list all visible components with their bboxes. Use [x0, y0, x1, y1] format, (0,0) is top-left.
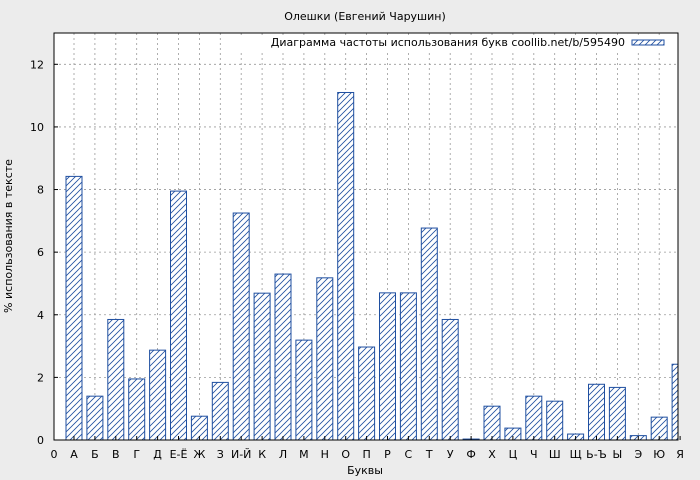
x-tick-label: Ч: [530, 448, 538, 461]
x-tick-label: Ц: [509, 448, 518, 461]
x-tick-label-origin: 0: [51, 448, 58, 461]
x-tick-label: Г: [133, 448, 140, 461]
x-tick-label: Ы: [613, 448, 623, 461]
x-tick-label: Н: [321, 448, 329, 461]
x-tick-label: С: [405, 448, 413, 461]
bar: [274, 273, 292, 441]
bar: [337, 91, 355, 441]
x-axis-title: Буквы: [347, 464, 383, 477]
bar: [420, 227, 438, 441]
x-tick-label: Э: [634, 448, 642, 461]
bar: [546, 400, 564, 441]
x-tick-label: Д: [153, 448, 162, 461]
x-axis: 0 А Б В Г Д Е-Ё Ж З И-Й К Л М Н О П Р С Т У Ф Х Ц Ч Ш Щ Ь-Ъ Ы Э Ю Я: [51, 436, 684, 461]
bar: [483, 405, 501, 441]
x-tick-label: З: [217, 448, 224, 461]
bar: [86, 395, 104, 441]
legend-box: [240, 35, 670, 51]
x-tick-label: И-Й: [231, 448, 251, 461]
bar: [170, 190, 187, 441]
x-tick-label: Р: [384, 448, 391, 461]
bar: [358, 346, 376, 441]
plot-border: [53, 32, 679, 441]
y-tick-label: 10: [30, 121, 44, 134]
bars: [65, 91, 679, 441]
legend-label: Диаграмма частоты использования букв coo…: [271, 36, 625, 49]
bar: [441, 318, 459, 441]
bar: [671, 363, 679, 441]
x-tick-label: Я: [676, 448, 684, 461]
y-tick-label: 4: [37, 309, 44, 322]
x-tick-label: П: [362, 448, 370, 461]
x-tick-label: Щ: [570, 448, 582, 461]
y-tick-label: 8: [37, 184, 44, 197]
y-axis: 0 2 4 6 8 10 12: [30, 58, 58, 447]
bar: [379, 292, 396, 441]
x-tick-label: Ф: [466, 448, 475, 461]
bar: [211, 381, 229, 441]
bar: [316, 277, 334, 441]
bar: [253, 292, 271, 441]
x-tick-label: В: [112, 448, 120, 461]
x-tick-label: Х: [488, 448, 496, 461]
x-tick-label: Т: [425, 448, 433, 461]
bar: [399, 292, 417, 441]
bar: [149, 349, 167, 441]
y-tick-label: 12: [30, 58, 44, 71]
x-tick-label: Е-Ё: [170, 448, 188, 461]
x-tick-label: Ж: [193, 448, 205, 461]
bar: [295, 339, 313, 441]
bar: [128, 378, 146, 441]
x-tick-label: Ю: [653, 448, 665, 461]
x-tick-label: А: [70, 448, 78, 461]
x-tick-label: О: [341, 448, 350, 461]
bar: [107, 318, 125, 441]
bar: [232, 212, 250, 441]
x-tick-label: К: [258, 448, 266, 461]
bar: [608, 386, 626, 441]
x-tick-label: Б: [91, 448, 99, 461]
y-tick-label: 6: [37, 246, 44, 259]
x-tick-label: У: [447, 448, 454, 461]
y-tick-label: 0: [37, 434, 44, 447]
legend: Диаграмма частоты использования букв coo…: [240, 35, 670, 51]
bar: [525, 395, 543, 441]
x-tick-label: Ь-Ъ: [586, 448, 607, 461]
y-tick-label: 2: [37, 371, 44, 384]
legend-swatch: [631, 39, 665, 46]
chart-title: Олешки (Евгений Чарушин): [284, 10, 446, 23]
bar: [588, 383, 605, 441]
y-axis-title: % использования в тексте: [2, 159, 15, 313]
x-tick-label: Ш: [549, 448, 561, 461]
x-tick-label: М: [299, 448, 309, 461]
x-tick-label: Л: [279, 448, 287, 461]
bar: [65, 175, 83, 441]
